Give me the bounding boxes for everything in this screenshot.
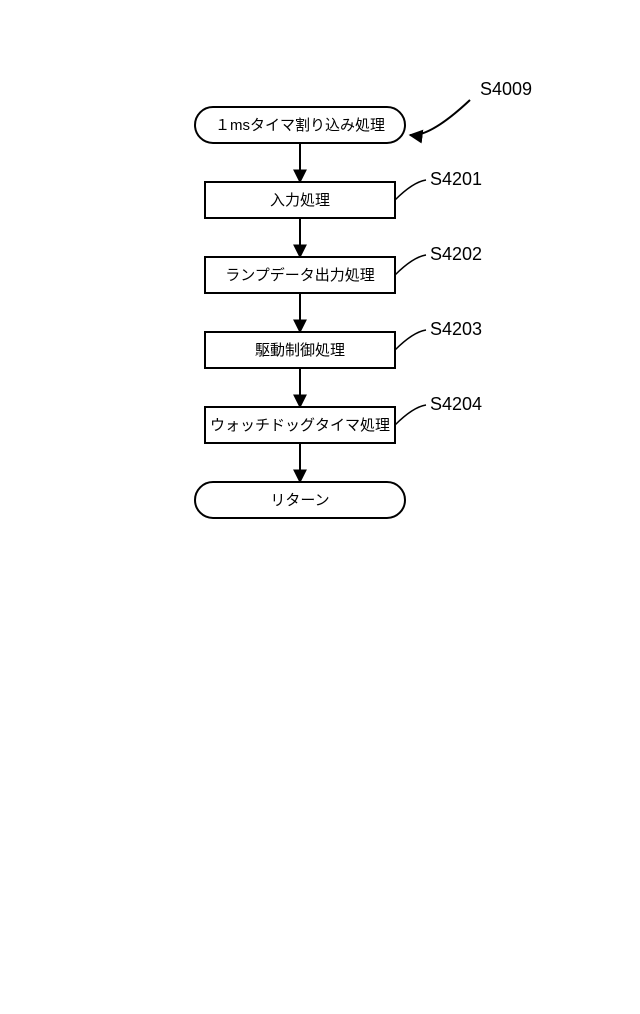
step-tag-connector <box>395 330 426 350</box>
step-tag-connector <box>395 180 426 200</box>
process-label: ランプデータ出力処理 <box>225 266 375 284</box>
flowchart-svg: １msタイマ割り込み処理入力処理 S4201 ランプデータ出力処理 S4202 駆動制御… <box>0 0 640 1014</box>
terminal-label: リターン <box>270 492 329 509</box>
terminal-label: １msタイマ割り込み処理 <box>215 117 385 134</box>
step-tag: S4203 <box>430 319 482 339</box>
step-tag: S4201 <box>430 169 482 189</box>
routine-tag-pointer <box>410 100 470 135</box>
routine-tag: S4009 <box>480 79 532 99</box>
process-label: 駆動制御処理 <box>255 342 345 359</box>
process-label: ウォッチドッグタイマ処理 <box>210 417 390 434</box>
step-tag-connector <box>395 255 426 275</box>
step-tag-connector <box>395 405 426 425</box>
step-tag: S4204 <box>430 394 482 414</box>
process-label: 入力処理 <box>270 192 330 209</box>
step-tag: S4202 <box>430 244 482 264</box>
